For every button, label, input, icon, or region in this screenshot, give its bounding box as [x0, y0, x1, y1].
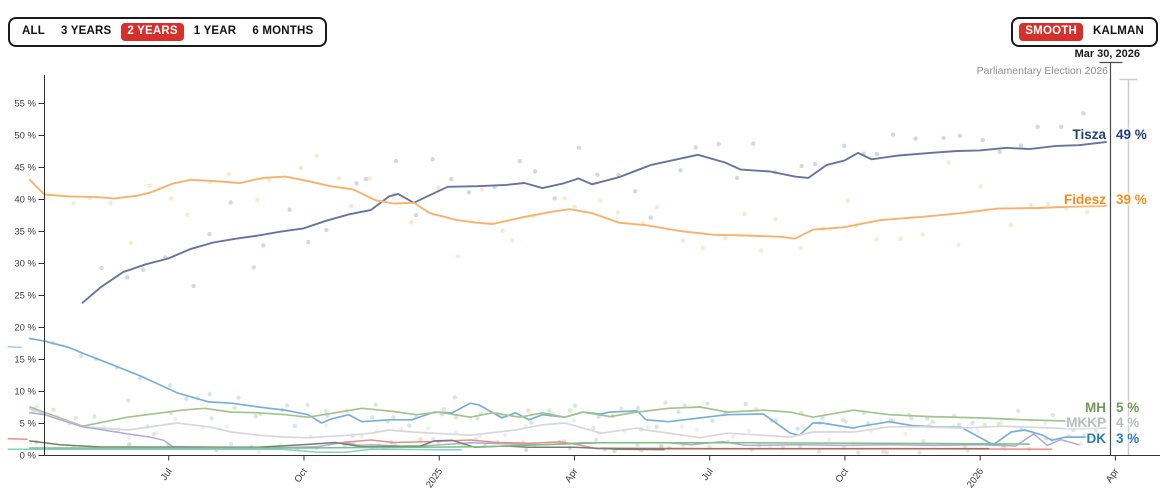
time-range-group: ALL 3 YEARS 2 YEARS 1 YEAR 6 MONTHS [8, 17, 328, 47]
series-name-mh: MH [1085, 400, 1106, 415]
scatter-tisza [99, 111, 1086, 289]
x-tick-label: Oct [833, 466, 851, 485]
y-tick-label: 30 % [14, 259, 36, 270]
y-tick-label: 40 % [14, 195, 36, 206]
y-tick-label: 15 % [14, 355, 36, 366]
series-line-series-lightblue-early [7, 346, 23, 349]
series-label-tisza: Tisza 49 % [1000, 127, 1147, 142]
range-button-6-months[interactable]: 6 MONTHS [246, 23, 319, 41]
x-tick-label: 2025 [424, 466, 445, 489]
mode-button-kalman[interactable]: KALMAN [1087, 23, 1150, 41]
series-value-mkkp: 4 % [1116, 415, 1140, 430]
y-tick-label: 0 % [20, 451, 37, 462]
series-value-mh: 5 % [1116, 400, 1140, 415]
series-line-mh [28, 406, 1107, 428]
series-value-fidesz: 39 % [1116, 192, 1147, 207]
series-value-tisza: 49 % [1116, 127, 1147, 142]
series-value-dk: 3 % [1116, 431, 1140, 446]
date-markers [1099, 61, 1138, 455]
y-tick-label: 20 % [14, 323, 36, 334]
series-line-series-darkgray [29, 439, 665, 451]
scatter-fidesz [29, 153, 1090, 259]
series-label-dk: DK 3 % [1000, 431, 1140, 446]
x-tick-label: Oct [292, 466, 310, 485]
y-axis: 0 % 5 % 10 % 15 % 20 % 25 % 30 % 35 % 40 % 45 % 50… [14, 75, 45, 462]
series-line-series-red-early [7, 437, 28, 441]
y-tick-label: 55 % [14, 99, 36, 110]
series-name-tisza: Tisza [1072, 127, 1106, 142]
trend-lines [7, 141, 1107, 454]
series-name-dk: DK [1086, 431, 1107, 446]
range-button-3-years[interactable]: 3 YEARS [55, 23, 117, 41]
x-axis: Jul Oct 2025 Apr Jul Oct 2026 Apr [44, 455, 1160, 489]
series-line-series-teal [7, 448, 463, 454]
range-button-all[interactable]: ALL [16, 23, 51, 41]
series-label-mkkp: MKKP 4 % [1000, 415, 1139, 430]
series-label-fidesz: Fidesz 39 % [1000, 192, 1147, 207]
election-annotation-label: Parliamentary Election 2026 [976, 65, 1108, 77]
series-line-series-green-flat [29, 442, 1031, 449]
y-tick-label: 5 % [20, 419, 37, 430]
x-tick-label: Jul [159, 466, 175, 482]
x-tick-label: Jul [700, 466, 716, 482]
series-line-fidesz [28, 175, 1107, 240]
y-tick-label: 35 % [14, 227, 36, 238]
x-tick-label: Apr [1104, 466, 1121, 484]
x-tick-label: 2026 [965, 466, 986, 489]
x-tick-label: Apr [563, 466, 580, 484]
series-line-mkkp [28, 408, 1107, 439]
smoothing-mode-group: SMOOTH KALMAN [1011, 17, 1158, 47]
y-tick-label: 10 % [14, 387, 36, 398]
series-name-mkkp: MKKP [1066, 415, 1106, 430]
series-line-dk [28, 337, 1103, 446]
y-tick-label: 50 % [14, 131, 36, 142]
poll-scatter-dots [29, 111, 1099, 455]
y-tick-label: 25 % [14, 291, 36, 302]
series-label-mh: MH 5 % [1000, 400, 1139, 415]
range-button-1-year[interactable]: 1 YEAR [188, 23, 243, 41]
scatter-dk [50, 340, 1087, 448]
mode-button-smooth[interactable]: SMOOTH [1019, 23, 1083, 41]
hover-date-label: Mar 30, 2026 [1074, 48, 1140, 60]
series-name-fidesz: Fidesz [1063, 192, 1106, 207]
y-tick-label: 45 % [14, 163, 36, 174]
range-button-2-years[interactable]: 2 YEARS [121, 23, 184, 41]
series-line-tisza [81, 141, 1107, 304]
